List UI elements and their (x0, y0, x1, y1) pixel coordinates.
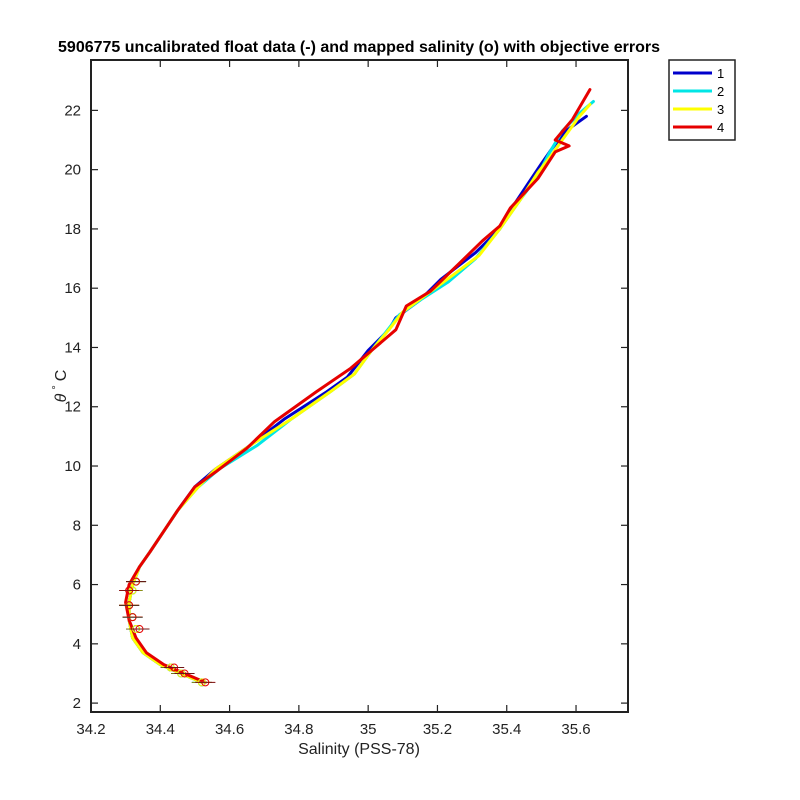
y-tick-label: 18 (64, 221, 81, 238)
y-axis-label-symbol: θ (53, 393, 70, 402)
plot-frame (90, 59, 629, 713)
y-tick-label: 2 (73, 695, 81, 712)
x-tick-label: 35.4 (492, 721, 521, 738)
x-tick-label: 34.2 (76, 721, 105, 738)
x-tick-label: 34.8 (284, 721, 313, 738)
legend: 1 2 3 4 (668, 59, 736, 141)
x-tick-label: 34.6 (215, 721, 244, 738)
legend-label-1: 1 (717, 66, 724, 81)
x-axis-label: Salinity (PSS-78) (298, 741, 420, 758)
x-axis: 34.2 34.4 34.6 34.8 35 35.2 35.4 35.6 (76, 60, 591, 738)
chart-title: 5906775 uncalibrated float data (-) and … (58, 39, 660, 56)
legend-label-2: 2 (717, 84, 724, 99)
x-tick-label: 34.4 (146, 721, 175, 738)
y-tick-label: 20 (64, 162, 81, 179)
series-line-4 (124, 88, 592, 684)
y-tick-label: 12 (64, 399, 81, 416)
y-tick-label: 8 (73, 517, 81, 534)
y-tick-label: 16 (64, 280, 81, 297)
y-tick-label: 14 (64, 339, 81, 356)
x-tick-label: 35.6 (561, 721, 590, 738)
x-tick-label: 35.2 (423, 721, 452, 738)
series-line-3 (127, 103, 592, 684)
plot-area (90, 59, 629, 713)
y-tick-label: 22 (64, 102, 81, 119)
y-axis: 2 4 6 8 10 12 14 16 18 20 22 (64, 102, 628, 712)
x-tick-label: 35 (360, 721, 377, 738)
y-axis-label-unit: C (53, 370, 70, 382)
series-layer (124, 88, 595, 684)
y-tick-label: 6 (73, 577, 81, 594)
legend-label-4: 4 (717, 120, 724, 135)
mapped-points-layer (119, 577, 216, 687)
y-tick-label: 4 (73, 636, 81, 653)
y-axis-label: θ°C (51, 370, 70, 403)
legend-label-3: 3 (717, 102, 724, 117)
y-tick-label: 10 (64, 458, 81, 475)
